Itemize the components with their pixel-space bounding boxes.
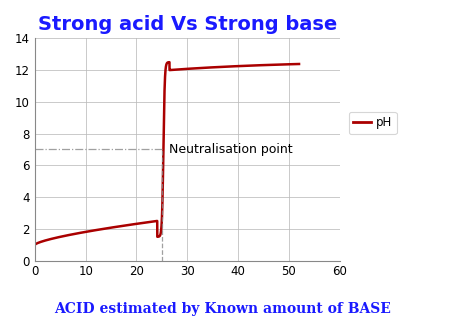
pH: [145, 220, 150, 224]
Text: ACID estimated by Known amount of BASE: ACID estimated by Known amount of BASE: [55, 302, 391, 316]
Line: pH: pH: [35, 62, 299, 245]
pH: [296, 62, 302, 66]
pH: [133, 222, 139, 226]
Text: Neutralisation point: Neutralisation point: [170, 143, 293, 156]
pH: [62, 234, 68, 238]
Legend: pH: pH: [349, 112, 397, 134]
Title: Strong acid Vs Strong base: Strong acid Vs Strong base: [37, 15, 337, 34]
pH: [78, 231, 83, 235]
pH: [291, 62, 297, 66]
pH: [32, 243, 38, 247]
pH: [167, 60, 173, 64]
pH: [263, 63, 268, 67]
